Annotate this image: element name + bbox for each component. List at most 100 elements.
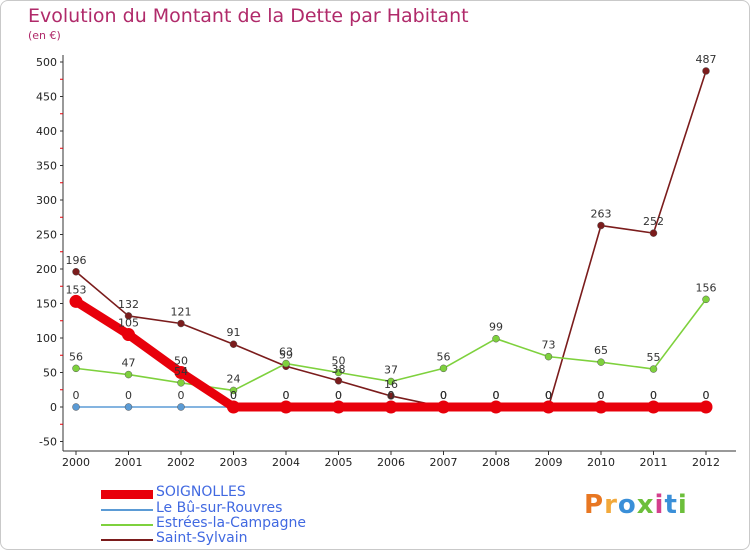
data-label-soignolles: 0 bbox=[283, 389, 290, 402]
data-point-estrees-la-campagne bbox=[282, 359, 290, 368]
data-point-saint-sylvain bbox=[597, 221, 605, 230]
data-point-saint-sylvain bbox=[177, 319, 185, 328]
data-label-le-bu-sur-rouvres: 0 bbox=[178, 389, 185, 402]
x-tick-label: 2002 bbox=[167, 456, 195, 469]
data-label-soignolles: 0 bbox=[493, 389, 500, 402]
data-point-soignolles bbox=[227, 400, 240, 414]
y-tick-label: 400 bbox=[36, 125, 57, 138]
data-label-le-bu-sur-rouvres: 0 bbox=[388, 389, 395, 402]
data-label-soignolles: 0 bbox=[650, 389, 657, 402]
data-point-le-bu-sur-rouvres bbox=[177, 403, 185, 411]
data-point-le-bu-sur-rouvres bbox=[72, 403, 80, 411]
data-label-soignolles: 0 bbox=[598, 389, 605, 402]
data-label-estrees-la-campagne: 73 bbox=[542, 339, 556, 352]
data-point-estrees-la-campagne bbox=[649, 365, 658, 373]
data-point-saint-sylvain bbox=[702, 67, 710, 75]
data-point-estrees-la-campagne bbox=[334, 368, 343, 377]
data-point-estrees-la-campagne bbox=[702, 295, 710, 304]
data-point-estrees-la-campagne bbox=[387, 377, 395, 386]
x-tick-label: 2001 bbox=[115, 456, 143, 469]
legend-label-le-bu-sur-rouvres: Le Bû-sur-Rouvres bbox=[156, 500, 283, 516]
data-label-soignolles: 0 bbox=[335, 389, 342, 402]
logo-letter: i bbox=[654, 490, 665, 520]
data-label-le-bu-sur-rouvres: 0 bbox=[493, 389, 500, 402]
data-label-le-bu-sur-rouvres: 0 bbox=[650, 389, 657, 402]
data-label-le-bu-sur-rouvres: 0 bbox=[545, 389, 552, 402]
chart-unit: (en €) bbox=[28, 29, 61, 42]
data-label-saint-sylvain: 196 bbox=[66, 254, 87, 267]
x-tick-label: 2011 bbox=[640, 456, 668, 469]
y-tick-label: 100 bbox=[36, 332, 57, 345]
data-label-soignolles: 0 bbox=[703, 389, 710, 402]
data-point-soignolles bbox=[594, 400, 608, 414]
data-label-estrees-la-campagne: 65 bbox=[594, 344, 608, 357]
logo-letter: r bbox=[604, 490, 618, 520]
data-label-soignolles: 0 bbox=[388, 389, 395, 402]
data-point-estrees-la-campagne bbox=[229, 386, 238, 395]
data-point-saint-sylvain bbox=[387, 392, 395, 400]
legend-swatch-estrees-la-campagne bbox=[101, 524, 153, 526]
data-point-estrees-la-campagne bbox=[72, 364, 80, 373]
data-label-saint-sylvain: 38 bbox=[332, 363, 346, 376]
data-label-saint-sylvain: 0 bbox=[493, 389, 500, 402]
logo-letter: o bbox=[617, 490, 637, 520]
data-label-saint-sylvain: 59 bbox=[279, 348, 293, 361]
data-point-estrees-la-campagne bbox=[492, 334, 500, 343]
y-tick-label: 200 bbox=[36, 263, 57, 276]
data-label-soignolles: 105 bbox=[118, 317, 139, 330]
data-label-saint-sylvain: 0 bbox=[440, 389, 447, 402]
data-label-estrees-la-campagne: 156 bbox=[696, 281, 717, 294]
x-tick-label: 2000 bbox=[62, 456, 90, 469]
y-tick-label: 150 bbox=[36, 298, 57, 311]
x-tick-label: 2005 bbox=[325, 456, 353, 469]
data-label-saint-sylvain: 263 bbox=[591, 208, 612, 221]
data-label-le-bu-sur-rouvres: 0 bbox=[440, 389, 447, 402]
data-label-soignolles: 50 bbox=[174, 355, 188, 368]
y-tick-label: -50 bbox=[39, 436, 57, 449]
data-point-soignolles bbox=[437, 400, 450, 414]
data-point-saint-sylvain bbox=[334, 377, 343, 385]
data-point-soignolles bbox=[174, 366, 188, 379]
logo-letter: P bbox=[584, 490, 605, 520]
x-tick-label: 2006 bbox=[377, 456, 405, 469]
data-point-saint-sylvain bbox=[124, 312, 133, 320]
data-point-saint-sylvain bbox=[72, 268, 80, 276]
x-tick-label: 2008 bbox=[482, 456, 510, 469]
data-label-le-bu-sur-rouvres: 0 bbox=[73, 389, 80, 402]
data-label-estrees-la-campagne: 24 bbox=[227, 372, 241, 385]
data-point-soignolles bbox=[332, 400, 345, 414]
data-point-saint-sylvain bbox=[649, 229, 658, 237]
chart-title: Evolution du Montant de la Dette par Hab… bbox=[28, 5, 469, 27]
data-label-saint-sylvain: 0 bbox=[545, 389, 552, 402]
y-tick-label: 50 bbox=[43, 367, 57, 380]
logo-letter: i bbox=[677, 490, 688, 520]
data-point-soignolles bbox=[647, 400, 660, 414]
data-label-saint-sylvain: 91 bbox=[227, 326, 241, 339]
data-label-saint-sylvain: 132 bbox=[118, 298, 139, 311]
data-point-soignolles bbox=[384, 400, 398, 414]
data-label-estrees-la-campagne: 63 bbox=[279, 346, 293, 359]
legend-label-estrees-la-campagne: Estrées-la-Campagne bbox=[156, 515, 307, 531]
data-label-estrees-la-campagne: 54 bbox=[174, 365, 188, 378]
data-label-le-bu-sur-rouvres: 0 bbox=[283, 389, 290, 402]
series-line-saint-sylvain bbox=[75, 70, 707, 408]
data-label-estrees-la-campagne: 56 bbox=[437, 350, 451, 363]
data-point-soignolles bbox=[279, 400, 293, 414]
data-point-soignolles bbox=[122, 328, 135, 342]
y-tick-label: 0 bbox=[50, 401, 57, 414]
logo-letter: x bbox=[636, 490, 655, 520]
data-label-estrees-la-campagne: 47 bbox=[122, 357, 136, 370]
data-label-le-bu-sur-rouvres: 0 bbox=[230, 389, 237, 402]
data-label-estrees-la-campagne: 50 bbox=[332, 355, 346, 368]
data-point-soignolles bbox=[699, 400, 713, 414]
x-tick-label: 2009 bbox=[535, 456, 563, 469]
data-label-saint-sylvain: 487 bbox=[696, 53, 717, 66]
proxiti-logo: Proxiti bbox=[584, 490, 688, 520]
data-point-estrees-la-campagne bbox=[177, 379, 185, 387]
logo-letter: t bbox=[664, 490, 678, 520]
y-tick-label: 300 bbox=[36, 194, 57, 207]
y-tick-label: 450 bbox=[36, 91, 57, 104]
legend-swatch-soignolles bbox=[101, 490, 153, 499]
x-tick-label: 2004 bbox=[272, 456, 300, 469]
